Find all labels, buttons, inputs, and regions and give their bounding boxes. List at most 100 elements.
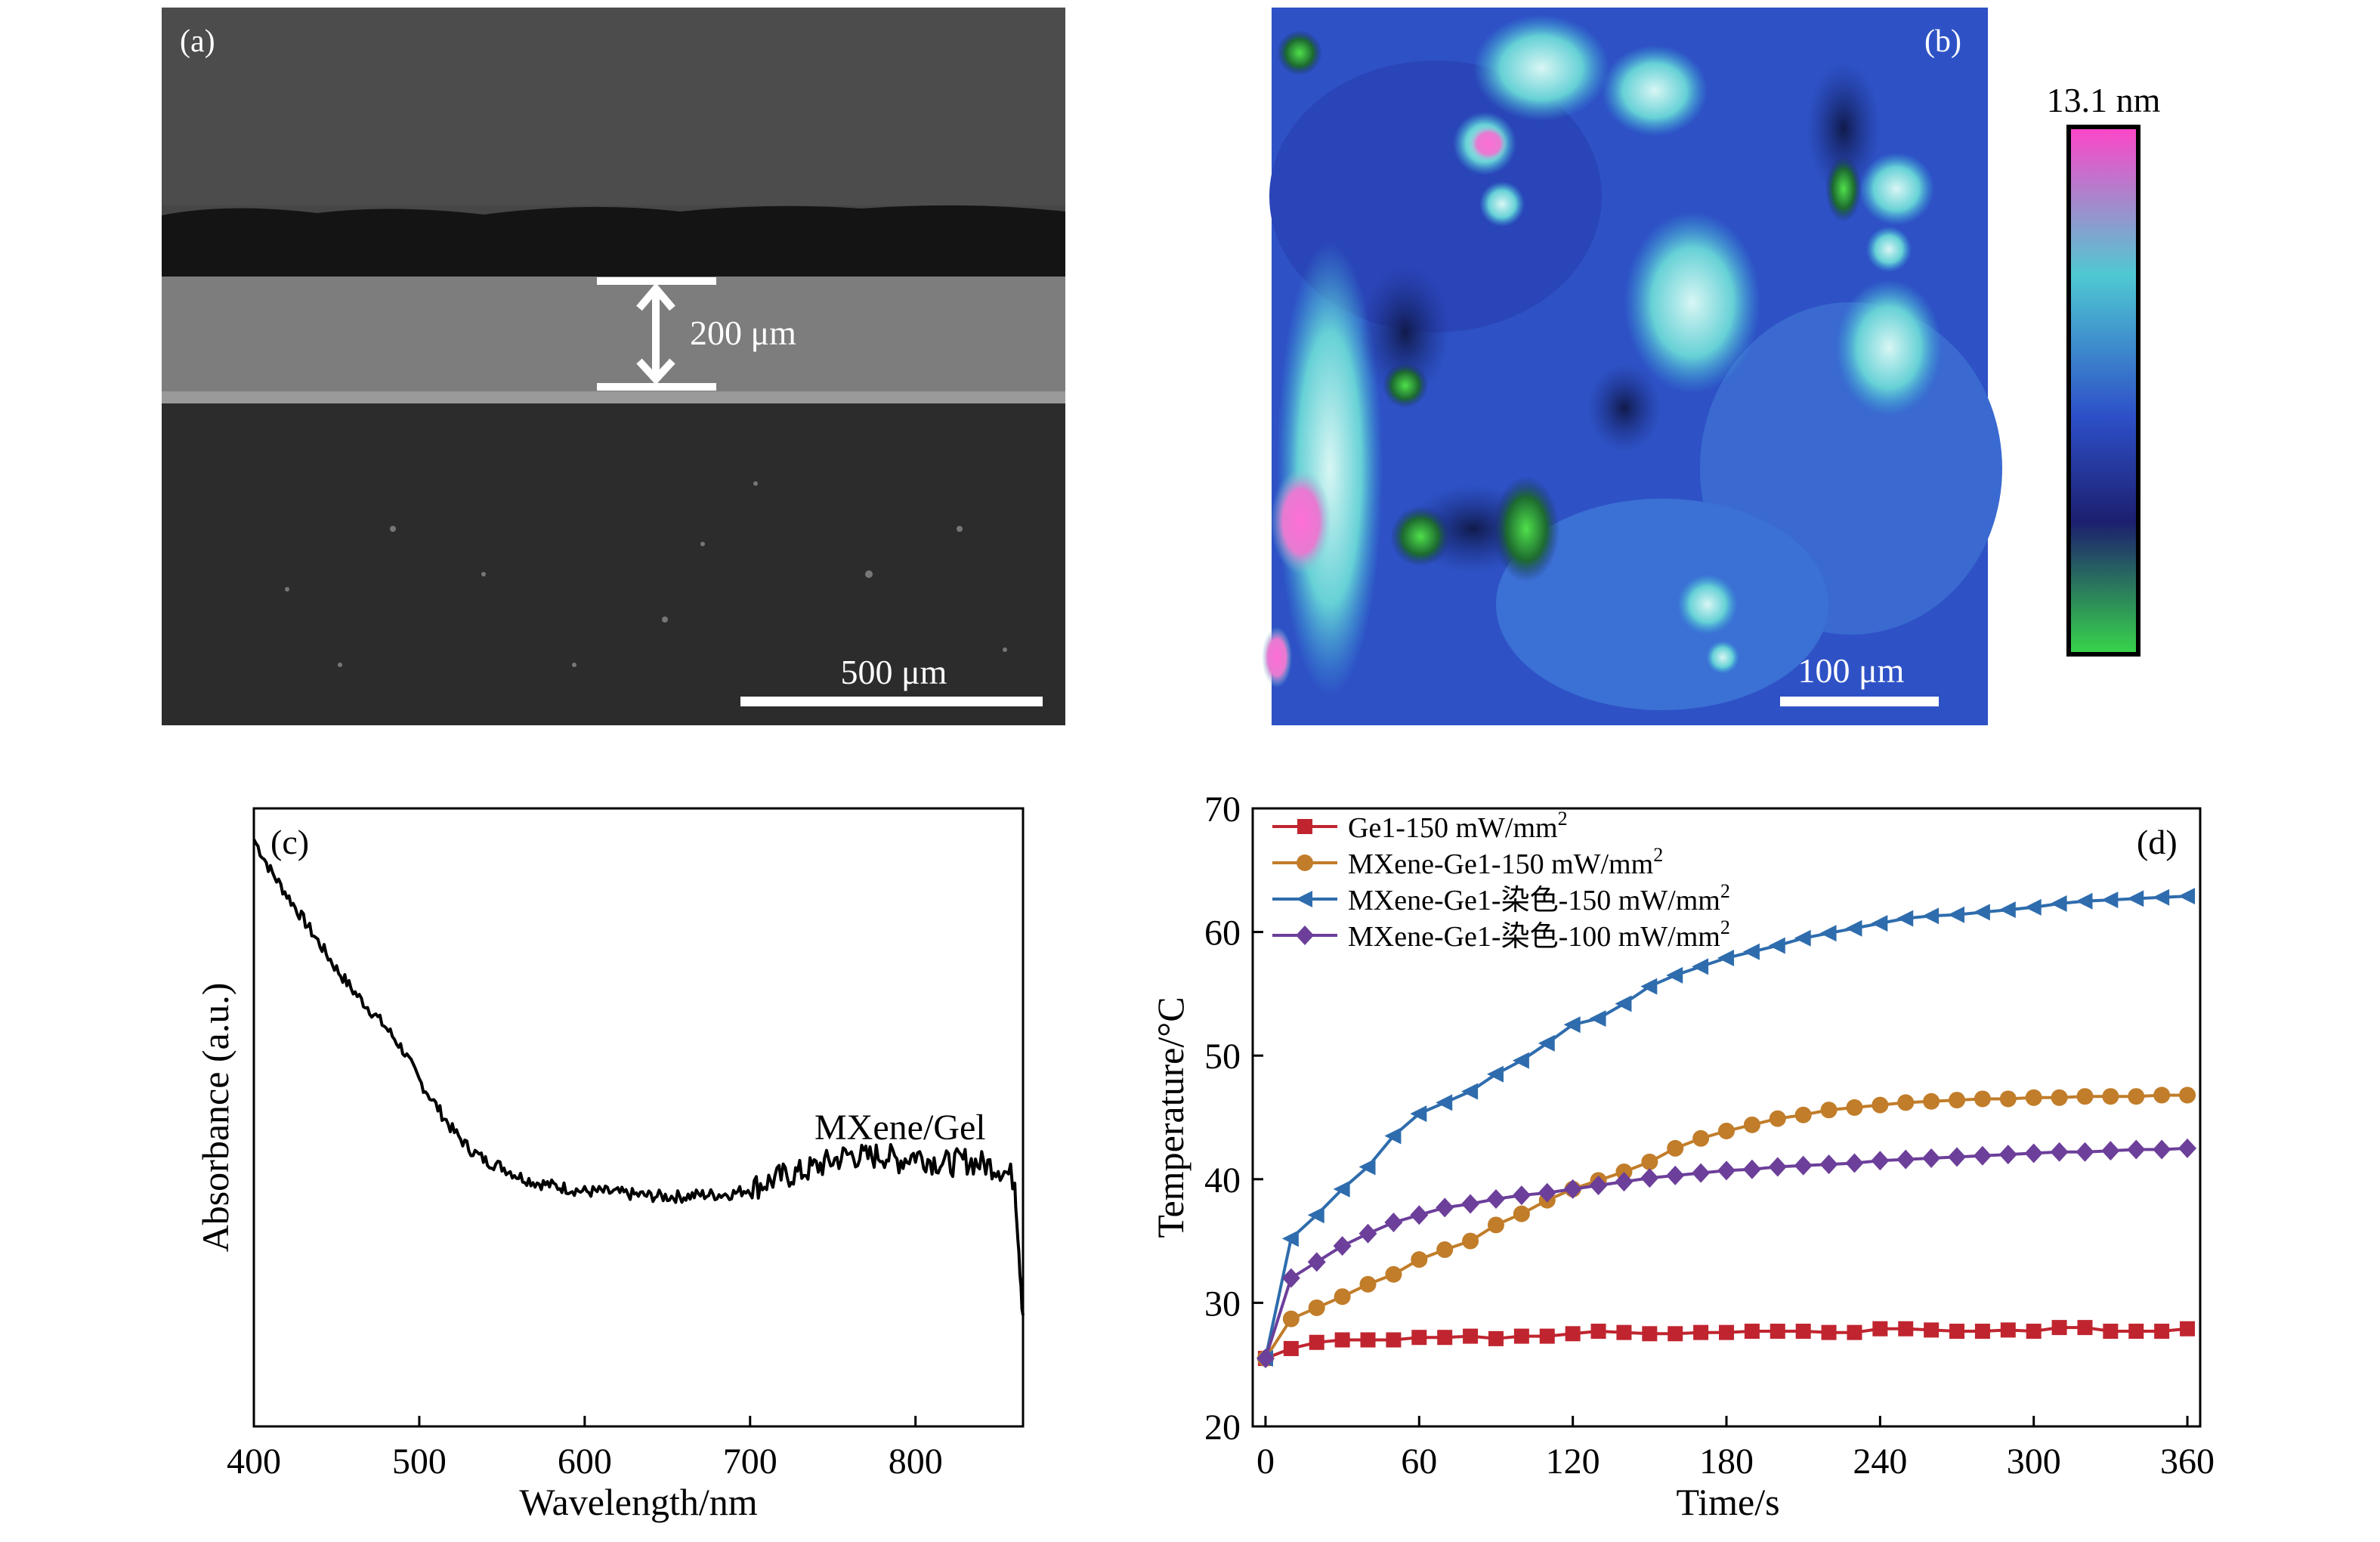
panel-c-x-tick-label: 600 bbox=[558, 1442, 612, 1482]
panel-d-data-point bbox=[1589, 1010, 1606, 1027]
panel-d-y-axis: 20 30 40 50 60 70 bbox=[1204, 790, 1263, 1448]
panel-d-data-point bbox=[2051, 1089, 2068, 1106]
panel-c-series-line bbox=[252, 838, 1025, 1316]
panel-d-data-point bbox=[1974, 1324, 1990, 1340]
panel-d-data-point bbox=[1307, 1207, 1324, 1224]
panel-d-data-point bbox=[1512, 1052, 1529, 1069]
panel-d-y-axis-title: Temperature/°C bbox=[1149, 997, 1192, 1238]
legend-label-superscript: 2 bbox=[1720, 916, 1730, 938]
panel-d-data-point bbox=[2076, 892, 2093, 910]
panel-d-data-point bbox=[2153, 888, 2170, 906]
panel-d-data-point bbox=[2178, 1138, 2197, 1158]
panel-d-data-point bbox=[1819, 925, 1837, 942]
panel-d-data-point bbox=[1358, 1158, 1376, 1176]
panel-c: (c) MXene/Gel 400 500 600 700 800 Wavelength… bbox=[194, 807, 1025, 1523]
panel-d-data-point bbox=[1717, 949, 1734, 966]
panel-d-data-point bbox=[1410, 1205, 1429, 1225]
panel-d-x-axis: 0 60 120 180 240 300 360 bbox=[1256, 1416, 2215, 1482]
panel-c-x-tick-label: 700 bbox=[723, 1442, 777, 1482]
panel-d-data-point bbox=[1486, 1188, 1505, 1209]
legend-marker bbox=[1297, 854, 1313, 871]
panel-d-data-point bbox=[1973, 904, 1990, 921]
panel-d-data-point bbox=[1461, 1083, 1479, 1100]
panel-d-y-tick-label: 20 bbox=[1204, 1408, 1241, 1448]
panel-d-data-point bbox=[1872, 1096, 1889, 1114]
panel-c-x-axis: 400 500 600 700 800 bbox=[227, 1416, 943, 1482]
legend-label: MXene-Ge1-染色-150 mW/mm2 bbox=[1348, 880, 1730, 916]
panel-d-y-tick-label: 70 bbox=[1204, 790, 1241, 830]
panel-d-data-point bbox=[1973, 1145, 1992, 1166]
panel-d-data-point bbox=[1333, 1180, 1350, 1197]
panel-d-data-point bbox=[1897, 1094, 1915, 1111]
colorbar bbox=[2066, 125, 2140, 657]
panel-d-data-point bbox=[2127, 890, 2144, 907]
panel-d-data-point bbox=[1642, 1326, 1658, 1342]
panel-d-data-point bbox=[1768, 1157, 1787, 1177]
panel-d-data-point bbox=[2128, 1088, 2145, 1105]
panel-d-x-tick-label: 60 bbox=[1401, 1442, 1437, 1482]
panel-d-data-point bbox=[2154, 1324, 2170, 1340]
sem-gel-edge bbox=[162, 391, 1065, 403]
legend-label-superscript: 2 bbox=[1653, 844, 1663, 866]
panel-d-data-point bbox=[1846, 1099, 1863, 1116]
panel-d-data-point bbox=[1334, 1288, 1351, 1306]
panel-c-x-tick-label: 800 bbox=[889, 1442, 943, 1482]
panel-d-data-point bbox=[2076, 1142, 2094, 1162]
panel-d-data-point bbox=[1283, 1340, 1299, 1356]
panel-d-data-point bbox=[1616, 1324, 1632, 1340]
panel-d-x-axis-title: Time/s bbox=[1676, 1481, 1779, 1523]
sem-top-region bbox=[162, 8, 1065, 205]
panel-d-data-point bbox=[1923, 1092, 1940, 1110]
panel-d-y-tick-label: 30 bbox=[1204, 1284, 1241, 1324]
panel-d-x-tick-label: 240 bbox=[1853, 1442, 1907, 1482]
panel-d-data-point bbox=[2102, 1088, 2119, 1105]
legend-label-superscript: 2 bbox=[1720, 880, 1730, 902]
thickness-label: 200 μm bbox=[690, 314, 796, 352]
sem-gel-film bbox=[162, 277, 1065, 396]
height-map-texture bbox=[1262, 15, 2002, 710]
panel-d-legend-item: MXene-Ge1-染色-150 mW/mm2 bbox=[1272, 880, 1730, 916]
panel-d-data-point bbox=[1513, 1205, 1530, 1222]
panel-d-data-point bbox=[1256, 1349, 1275, 1369]
panel-d-data-point bbox=[1615, 1163, 1633, 1180]
panel-d-data-point bbox=[1436, 1094, 1453, 1111]
legend-label: Ge1-150 mW/mm2 bbox=[1348, 808, 1568, 844]
panel-d-data-point bbox=[1666, 1165, 1685, 1185]
panel-d: (d) 0 60 120 180 240 300 360 20 30 40 50 60 70 Ge1-… bbox=[1149, 790, 2215, 1523]
sem-substrate bbox=[162, 403, 1065, 725]
panel-d-data-point bbox=[1615, 995, 1632, 1012]
panel-b: (b) 100 μm 13.1 nm bbox=[1262, 8, 2161, 725]
panel-d-data-point bbox=[1742, 1159, 1761, 1179]
panel-d-data-point bbox=[1281, 1268, 1300, 1288]
panel-d-data-point bbox=[2128, 1324, 2144, 1340]
panel-d-data-point bbox=[1948, 1147, 1967, 1167]
panel-d-data-point bbox=[1770, 1324, 1785, 1340]
panel-d-legend-item: Ge1-150 mW/mm2 bbox=[1272, 808, 1568, 844]
panel-c-x-tick-label: 500 bbox=[392, 1442, 447, 1482]
panel-d-data-point bbox=[1486, 1065, 1504, 1083]
panel-d-series-2 bbox=[1256, 888, 2196, 1367]
panel-d-data-point bbox=[1871, 915, 1888, 932]
panel-d-x-tick-label: 360 bbox=[2160, 1442, 2215, 1482]
panel-d-data-point bbox=[1589, 1175, 1608, 1195]
panel-d-data-point bbox=[2024, 898, 2042, 916]
panel-d-data-point bbox=[1333, 1236, 1352, 1256]
panel-d-data-point bbox=[2101, 1141, 2120, 1161]
panel-d-x-tick-label: 300 bbox=[2007, 1442, 2061, 1482]
panel-c-x-tick-label: 400 bbox=[227, 1442, 281, 1482]
panel-d-data-point bbox=[1462, 1232, 1479, 1250]
panel-d-data-point bbox=[2026, 1324, 2042, 1340]
panel-d-data-point bbox=[1539, 1328, 1555, 1344]
panel-d-data-point bbox=[1948, 906, 1965, 923]
panel-d-data-point bbox=[1821, 1324, 1837, 1340]
panel-d-data-point bbox=[1974, 1090, 1991, 1108]
panel-d-y-tick-label: 50 bbox=[1204, 1037, 1241, 1077]
panel-d-data-point bbox=[1999, 1090, 2017, 1108]
panel-d-data-point bbox=[1896, 910, 1914, 927]
panel-d-data-point bbox=[1307, 1252, 1326, 1272]
panel-a-scale-label: 500 μm bbox=[841, 653, 947, 691]
panel-d-data-point bbox=[1615, 1172, 1634, 1192]
panel-d-data-point bbox=[1667, 1139, 1684, 1157]
panel-d-data-point bbox=[1949, 1092, 1966, 1109]
panel-d-legend-item: MXene-Ge1-染色-100 mW/mm2 bbox=[1272, 916, 1730, 953]
